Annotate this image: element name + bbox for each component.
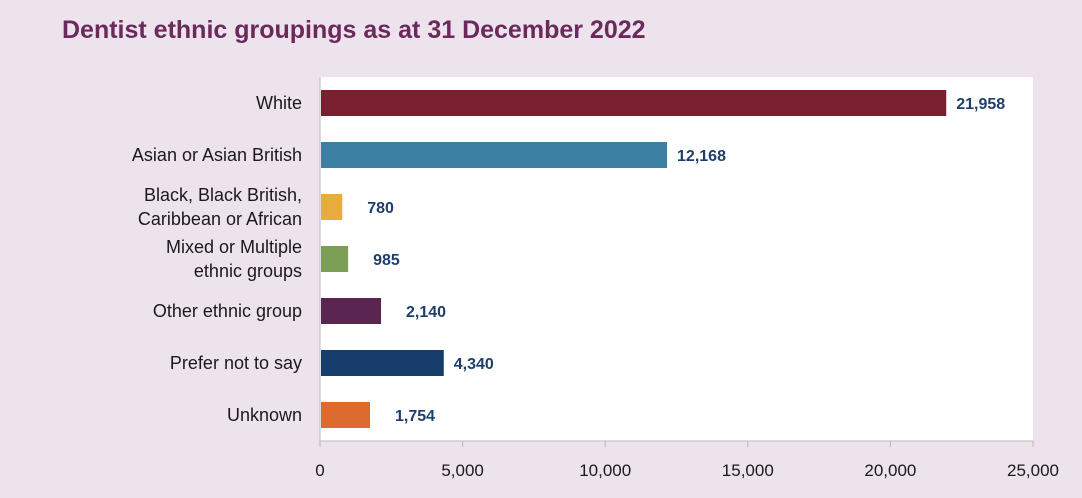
x-tick-label: 20,000 [864, 461, 916, 480]
chart-title: Dentist ethnic groupings as at 31 Decemb… [62, 16, 646, 44]
x-tick-label: 5,000 [441, 461, 484, 480]
data-label: 780 [367, 200, 394, 217]
bar [321, 246, 349, 272]
category-label: ethnic groups [194, 261, 302, 281]
category-label: Black, Black British, [144, 185, 302, 205]
data-label: 12,168 [677, 148, 726, 165]
plot-area [320, 77, 1033, 441]
x-tick-label: 25,000 [1007, 461, 1059, 480]
bar [321, 142, 668, 168]
category-label: Mixed or Multiple [166, 237, 302, 257]
x-tick-label: 15,000 [722, 461, 774, 480]
bar [321, 350, 444, 376]
category-label: White [256, 93, 302, 113]
data-label: 1,754 [395, 408, 435, 425]
category-label: Asian or Asian British [132, 145, 302, 165]
category-label: Prefer not to say [170, 353, 302, 373]
category-label: Caribbean or African [138, 209, 302, 229]
category-label: Other ethnic group [153, 301, 302, 321]
data-label: 21,958 [956, 96, 1005, 113]
bar [321, 298, 382, 324]
data-label: 985 [373, 252, 400, 269]
data-label: 4,340 [454, 356, 494, 373]
data-label: 2,140 [406, 304, 446, 321]
bar [321, 90, 947, 116]
x-tick-label: 0 [315, 461, 324, 480]
bar [321, 194, 343, 220]
bar [321, 402, 371, 428]
x-tick-label: 10,000 [579, 461, 631, 480]
category-label: Unknown [227, 405, 302, 425]
